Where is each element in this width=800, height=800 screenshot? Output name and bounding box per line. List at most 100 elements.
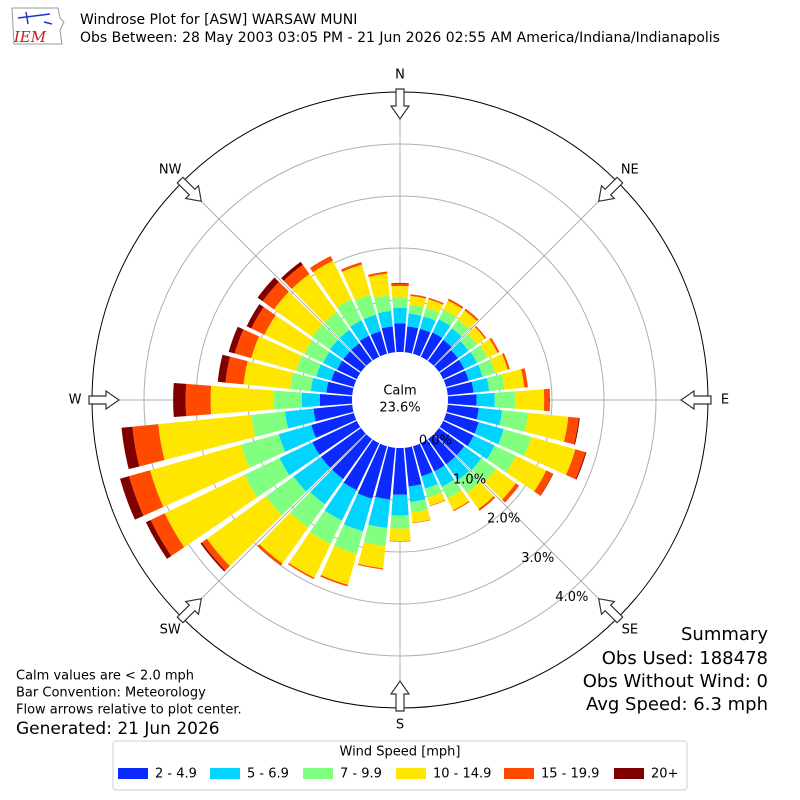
wind-bar-segment [575,452,587,480]
wind-bar-segment [337,360,361,380]
summary-line: Obs Used: 188478 [602,648,768,669]
wind-bar-segment [434,350,458,372]
wind-bar-segment [411,509,431,523]
wind-bar-segment [466,481,494,510]
wind-bar-segment [320,575,349,587]
wind-bar-segment [288,532,331,578]
wind-bar-segment [334,524,364,554]
wind-bar-segment [150,444,250,507]
wind-bar-segment [313,404,354,422]
legend-swatch [504,768,534,779]
wind-bar-segment [120,476,144,520]
wind-bar-segment [264,315,313,354]
wind-bar-segment [324,312,350,339]
wind-bar-segment [446,456,470,481]
wind-bar-segment [410,499,428,513]
wind-bar-segment [158,414,256,461]
wind-bar-segment [354,294,377,320]
wind-bar-segment [394,323,406,353]
wind-bar-segment [480,338,498,358]
wind-bar-segment [284,408,316,429]
wind-bar-segment [447,298,464,309]
wind-bar-segment [341,262,362,272]
wind-bar-segment [185,383,212,417]
wind-bar-segment [201,538,230,571]
wind-bar-segment [404,326,419,354]
wind-bar-segment [476,392,495,408]
wind-bar-segment [316,364,335,381]
wind-bar-segment [368,271,388,277]
note: Calm values are < 2.0 mph [16,669,194,684]
wind-bar-segment [464,308,479,321]
wind-bar-segment [428,297,444,305]
wind-bar-segment [359,335,380,361]
logo: IEM [11,7,65,46]
wind-bar-segment [434,428,465,456]
wind-bar-segment [251,336,302,371]
wind-bar-segment [357,563,384,570]
wind-bar-segment [363,524,388,547]
wind-bar-segment [262,281,289,310]
wind-bar-segment [457,470,481,494]
wind-bar-segment [408,484,426,503]
wind-bar-segment [470,345,488,363]
wind-bar-segment [456,446,482,470]
wind-bar-segment [502,483,520,503]
direction-label: N [395,68,405,83]
wind-bar-segment [243,361,294,390]
wind-bar-segment [486,445,516,473]
summary-line: Obs Without Wind: 0 [583,671,768,692]
legend-swatch [396,768,426,779]
wind-bar-segment [409,295,426,308]
wind-bar-segment [502,353,510,370]
wind-bar-segment [319,393,353,407]
wind-bar-segment [540,473,554,496]
wind-bar-segment [326,381,354,396]
wind-bar-segment [296,355,321,377]
wind-bar-segment [486,374,505,392]
wind-bar-segment [458,351,477,370]
wind-bar-segment [460,333,477,351]
radial-tick-label: 3.0% [521,551,554,566]
wind-bar-segment [310,469,344,505]
wind-bar-segment [278,424,316,452]
flow-arrow [597,597,624,624]
wind-bar-segment [273,390,302,410]
wind-bar-segment [375,446,396,500]
angle-grid-line [181,181,367,367]
wind-bar-segment [173,382,187,418]
wind-bar-segment [420,316,436,333]
wind-bar-segment [465,364,483,381]
wind-bar-segment [447,490,469,511]
wind-bar-segment [381,326,396,354]
angle-grid-line [433,433,619,619]
wind-bar-segment [524,412,569,442]
legend-label: 10 - 14.9 [433,767,491,782]
wind-bar-segment [427,492,446,506]
flow-arrow [176,176,203,203]
wind-bar-segment [498,429,532,457]
wind-bar-segment [342,264,371,301]
wind-bar-segment [343,493,373,532]
wind-bar-segment [312,324,339,350]
wind-bar-segment [494,391,516,409]
wind-bar-segment [287,562,315,580]
wind-bar-segment [548,388,550,412]
wind-bar-segment [200,542,226,572]
wind-bar-segment [467,326,486,345]
wind-bar-segment [521,368,528,388]
legend-swatch [303,768,333,779]
flow-arrow [389,679,411,712]
wind-bar-segment [404,446,422,487]
wind-bar-segment [447,394,477,406]
wind-bar-segment [453,501,470,512]
wind-bar-segment [451,341,469,359]
wind-bar-segment [478,359,496,377]
wind-bar-segment [389,540,411,542]
wind-bar-segment [145,520,172,559]
legend-swatch [118,768,148,779]
wind-bar-segment [432,319,451,339]
wind-bar-segment [428,434,456,465]
wind-bar-segment [358,542,386,569]
wind-bar-segment [515,389,545,411]
